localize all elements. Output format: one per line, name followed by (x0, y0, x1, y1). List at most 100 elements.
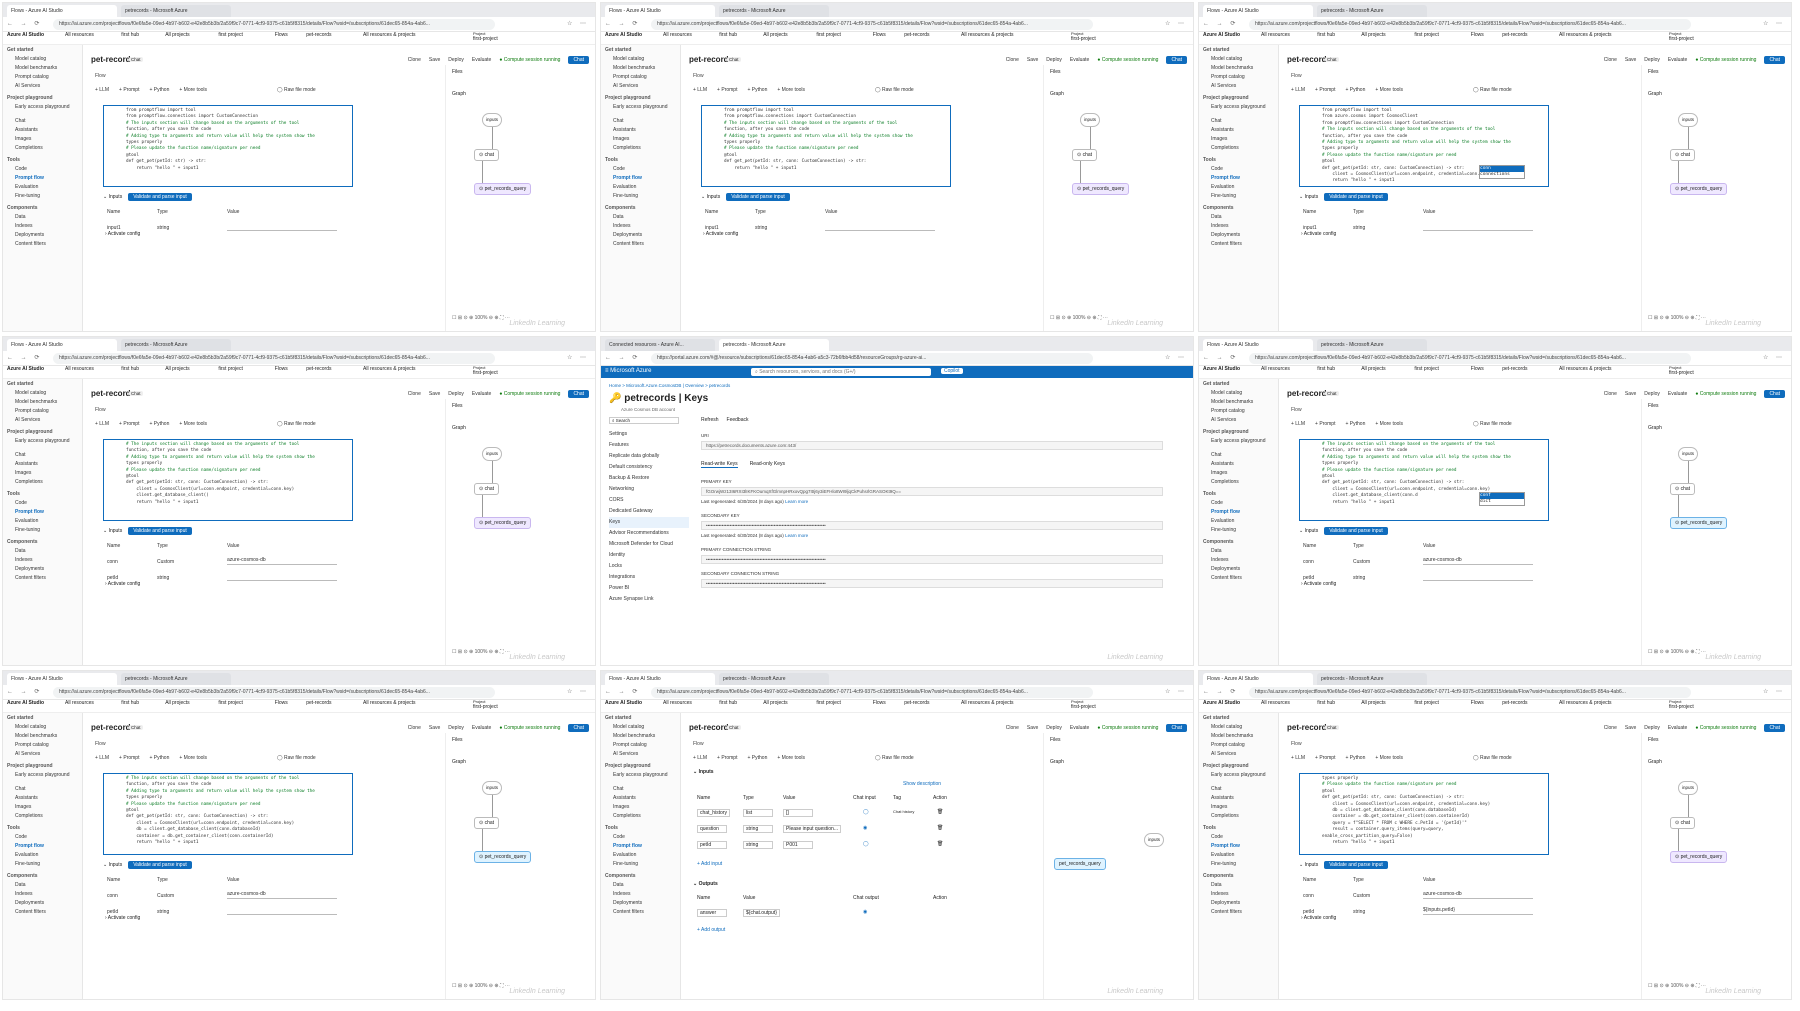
toolbar-clone-button[interactable]: Clone (1005, 57, 1019, 63)
graph-node-inputs[interactable]: inputs (1678, 781, 1698, 795)
io-cell[interactable]: answer (697, 909, 727, 917)
browser-tab-records[interactable]: petrecords - Microsoft Azure (1317, 339, 1427, 351)
sidebar-item[interactable]: Completions (15, 145, 43, 151)
nav-buttons-icon[interactable]: ← → ⟳ (7, 689, 43, 695)
sidebar-item[interactable]: Indexes (1211, 891, 1229, 897)
add-python-button[interactable]: + Python (747, 755, 768, 761)
sidebar-item[interactable]: Code (1211, 166, 1223, 172)
sidebar-item[interactable]: Assistants (15, 461, 38, 467)
resource-menu-item[interactable]: Power BI (609, 585, 630, 591)
sidebar-item[interactable]: Images (15, 804, 32, 810)
delete-icon[interactable]: 🗑 (937, 841, 944, 847)
project-name[interactable]: first-project (473, 36, 498, 42)
breadcrumb-item[interactable]: first project (816, 700, 841, 706)
sidebar-item[interactable]: Model catalog (613, 56, 645, 62)
project-name[interactable]: first-project (1669, 370, 1694, 376)
all-resources-link[interactable]: All resources & projects (363, 366, 416, 372)
io-cell[interactable]: [] (783, 809, 813, 817)
activate-config[interactable]: › Activate config (1301, 915, 1337, 921)
input-value-field[interactable]: azure-cosmos-db (1423, 891, 1533, 899)
sidebar-item[interactable]: Data (613, 882, 624, 888)
sidebar-item[interactable]: Deployments (1211, 900, 1241, 906)
sidebar-item[interactable]: Images (1211, 470, 1228, 476)
url-field[interactable]: https://ai.azure.com/projectflows/f0e6fa… (53, 19, 495, 30)
flow-tab[interactable]: Flow (95, 407, 106, 413)
project-name[interactable]: first-project (1071, 36, 1096, 42)
code-editor[interactable]: from promptflow import tool from promptfl… (103, 105, 353, 187)
sidebar-item[interactable]: Early access playground (1211, 104, 1266, 110)
key-field[interactable]: ••••••••••••••••••••••••••••••••••••••••… (701, 579, 1163, 588)
sidebar-item[interactable]: Fine-tuning (15, 193, 41, 199)
browser-tab-flow[interactable]: Flows - Azure AI Studio (7, 5, 117, 17)
sidebar-item[interactable]: Data (15, 214, 26, 220)
sidebar-item[interactable]: Images (15, 470, 32, 476)
sidebar-item[interactable]: Deployments (15, 900, 45, 906)
sidebar-item[interactable]: Model catalog (15, 56, 47, 62)
add-llm-button[interactable]: + LLM (1291, 755, 1306, 761)
input-type[interactable]: string (755, 225, 768, 231)
breadcrumb-item[interactable]: Flows (1470, 32, 1484, 38)
browser-tab-records[interactable]: petrecords - Microsoft Azure (1317, 5, 1427, 17)
toolbar-save-button[interactable]: Save (1026, 57, 1039, 63)
flow-tab[interactable]: Flow (1291, 407, 1302, 413)
chat-button[interactable]: Chat (1764, 56, 1785, 64)
add-prompt-button[interactable]: + Prompt (717, 755, 738, 761)
portal-breadcrumb[interactable]: Home > Microsoft.Azure.CosmosDB | Overvi… (609, 383, 731, 388)
code-editor[interactable]: from promptflow import tool from promptfl… (701, 105, 951, 187)
toolbar-save-button[interactable]: Save (1026, 725, 1039, 731)
sidebar-item[interactable]: Content filters (15, 909, 46, 915)
sidebar-item[interactable]: Model benchmarks (1211, 733, 1254, 739)
app-brand[interactable]: Azure AI Studio (7, 32, 45, 38)
sidebar-item[interactable]: Data (613, 214, 624, 220)
toolbar-save-button[interactable]: Save (428, 57, 441, 63)
toolbar-clone-button[interactable]: Clone (1603, 725, 1617, 731)
sidebar-item[interactable]: Model benchmarks (15, 733, 58, 739)
browser-tools-icon[interactable]: ☆ ⋯ (1164, 355, 1187, 361)
toolbar-save-button[interactable]: Save (428, 391, 441, 397)
activate-config[interactable]: › Activate config (703, 231, 739, 237)
sidebar-item[interactable]: AI Services (15, 417, 41, 423)
sidebar-item[interactable]: Deployments (15, 566, 45, 572)
sidebar-item[interactable]: Chat (15, 786, 26, 792)
breadcrumb-item[interactable]: first project (218, 700, 243, 706)
url-field[interactable]: https://ai.azure.com/projectflows/f0e6fa… (651, 19, 1093, 30)
browser-tab-records[interactable]: petrecords - Microsoft Azure (121, 673, 231, 685)
input-type[interactable]: Custom (157, 559, 175, 565)
sidebar-item[interactable]: Code (15, 166, 27, 172)
sidebar-item[interactable]: Prompt catalog (613, 742, 647, 748)
flow-tab[interactable]: Flow (95, 73, 106, 79)
resource-menu-item[interactable]: Identity (609, 552, 626, 558)
sidebar-item[interactable]: Fine-tuning (1211, 527, 1237, 533)
toolbar-deploy-button[interactable]: Deploy (448, 391, 464, 397)
breadcrumb-item[interactable]: first project (218, 366, 243, 372)
sidebar-item[interactable]: Images (613, 136, 630, 142)
sidebar-item[interactable]: AI Services (1211, 83, 1237, 89)
key-field[interactable]: ••••••••••••••••••••••••••••••••••••••••… (701, 521, 1163, 530)
sidebar-item[interactable]: Model catalog (613, 724, 645, 730)
browser-tab-records[interactable]: petrecords - Microsoft Azure (719, 673, 829, 685)
sidebar-item[interactable]: Data (1211, 214, 1222, 220)
io-cell[interactable]: ${chat.output} (743, 909, 780, 917)
show-description-link[interactable]: Show description (903, 781, 942, 787)
add-prompt-button[interactable]: + Prompt (1315, 421, 1336, 427)
sidebar-item[interactable]: Content filters (613, 241, 644, 247)
validate-parse-button[interactable]: Validate and parse input (1324, 527, 1388, 535)
sidebar-item[interactable]: Model catalog (1211, 724, 1243, 730)
raw-file-toggle[interactable]: ◯ Raw file mode (875, 755, 914, 761)
io-cell[interactable]: string (743, 825, 773, 833)
sidebar-item[interactable]: Prompt catalog (15, 408, 49, 414)
activate-config[interactable]: › Activate config (105, 581, 141, 587)
breadcrumb-item[interactable]: pet-records (306, 366, 332, 372)
graph-node-inputs[interactable]: inputs (1144, 833, 1164, 847)
breadcrumb-item[interactable]: first project (1414, 700, 1439, 706)
sidebar-item[interactable]: Fine-tuning (613, 861, 639, 867)
raw-file-toggle[interactable]: ◯ Raw file mode (277, 421, 316, 427)
add-more-tools-button[interactable]: + More tools (1375, 87, 1404, 93)
nav-buttons-icon[interactable]: ← → ⟳ (605, 355, 641, 361)
sidebar-item[interactable]: Chat (613, 786, 624, 792)
browser-tools-icon[interactable]: ☆ ⋯ (1762, 21, 1785, 27)
breadcrumb-item[interactable]: All resources (65, 700, 94, 706)
browser-tools-icon[interactable]: ☆ ⋯ (1762, 689, 1785, 695)
add-more-tools-button[interactable]: + More tools (777, 755, 806, 761)
sidebar-item[interactable]: Model catalog (1211, 390, 1243, 396)
